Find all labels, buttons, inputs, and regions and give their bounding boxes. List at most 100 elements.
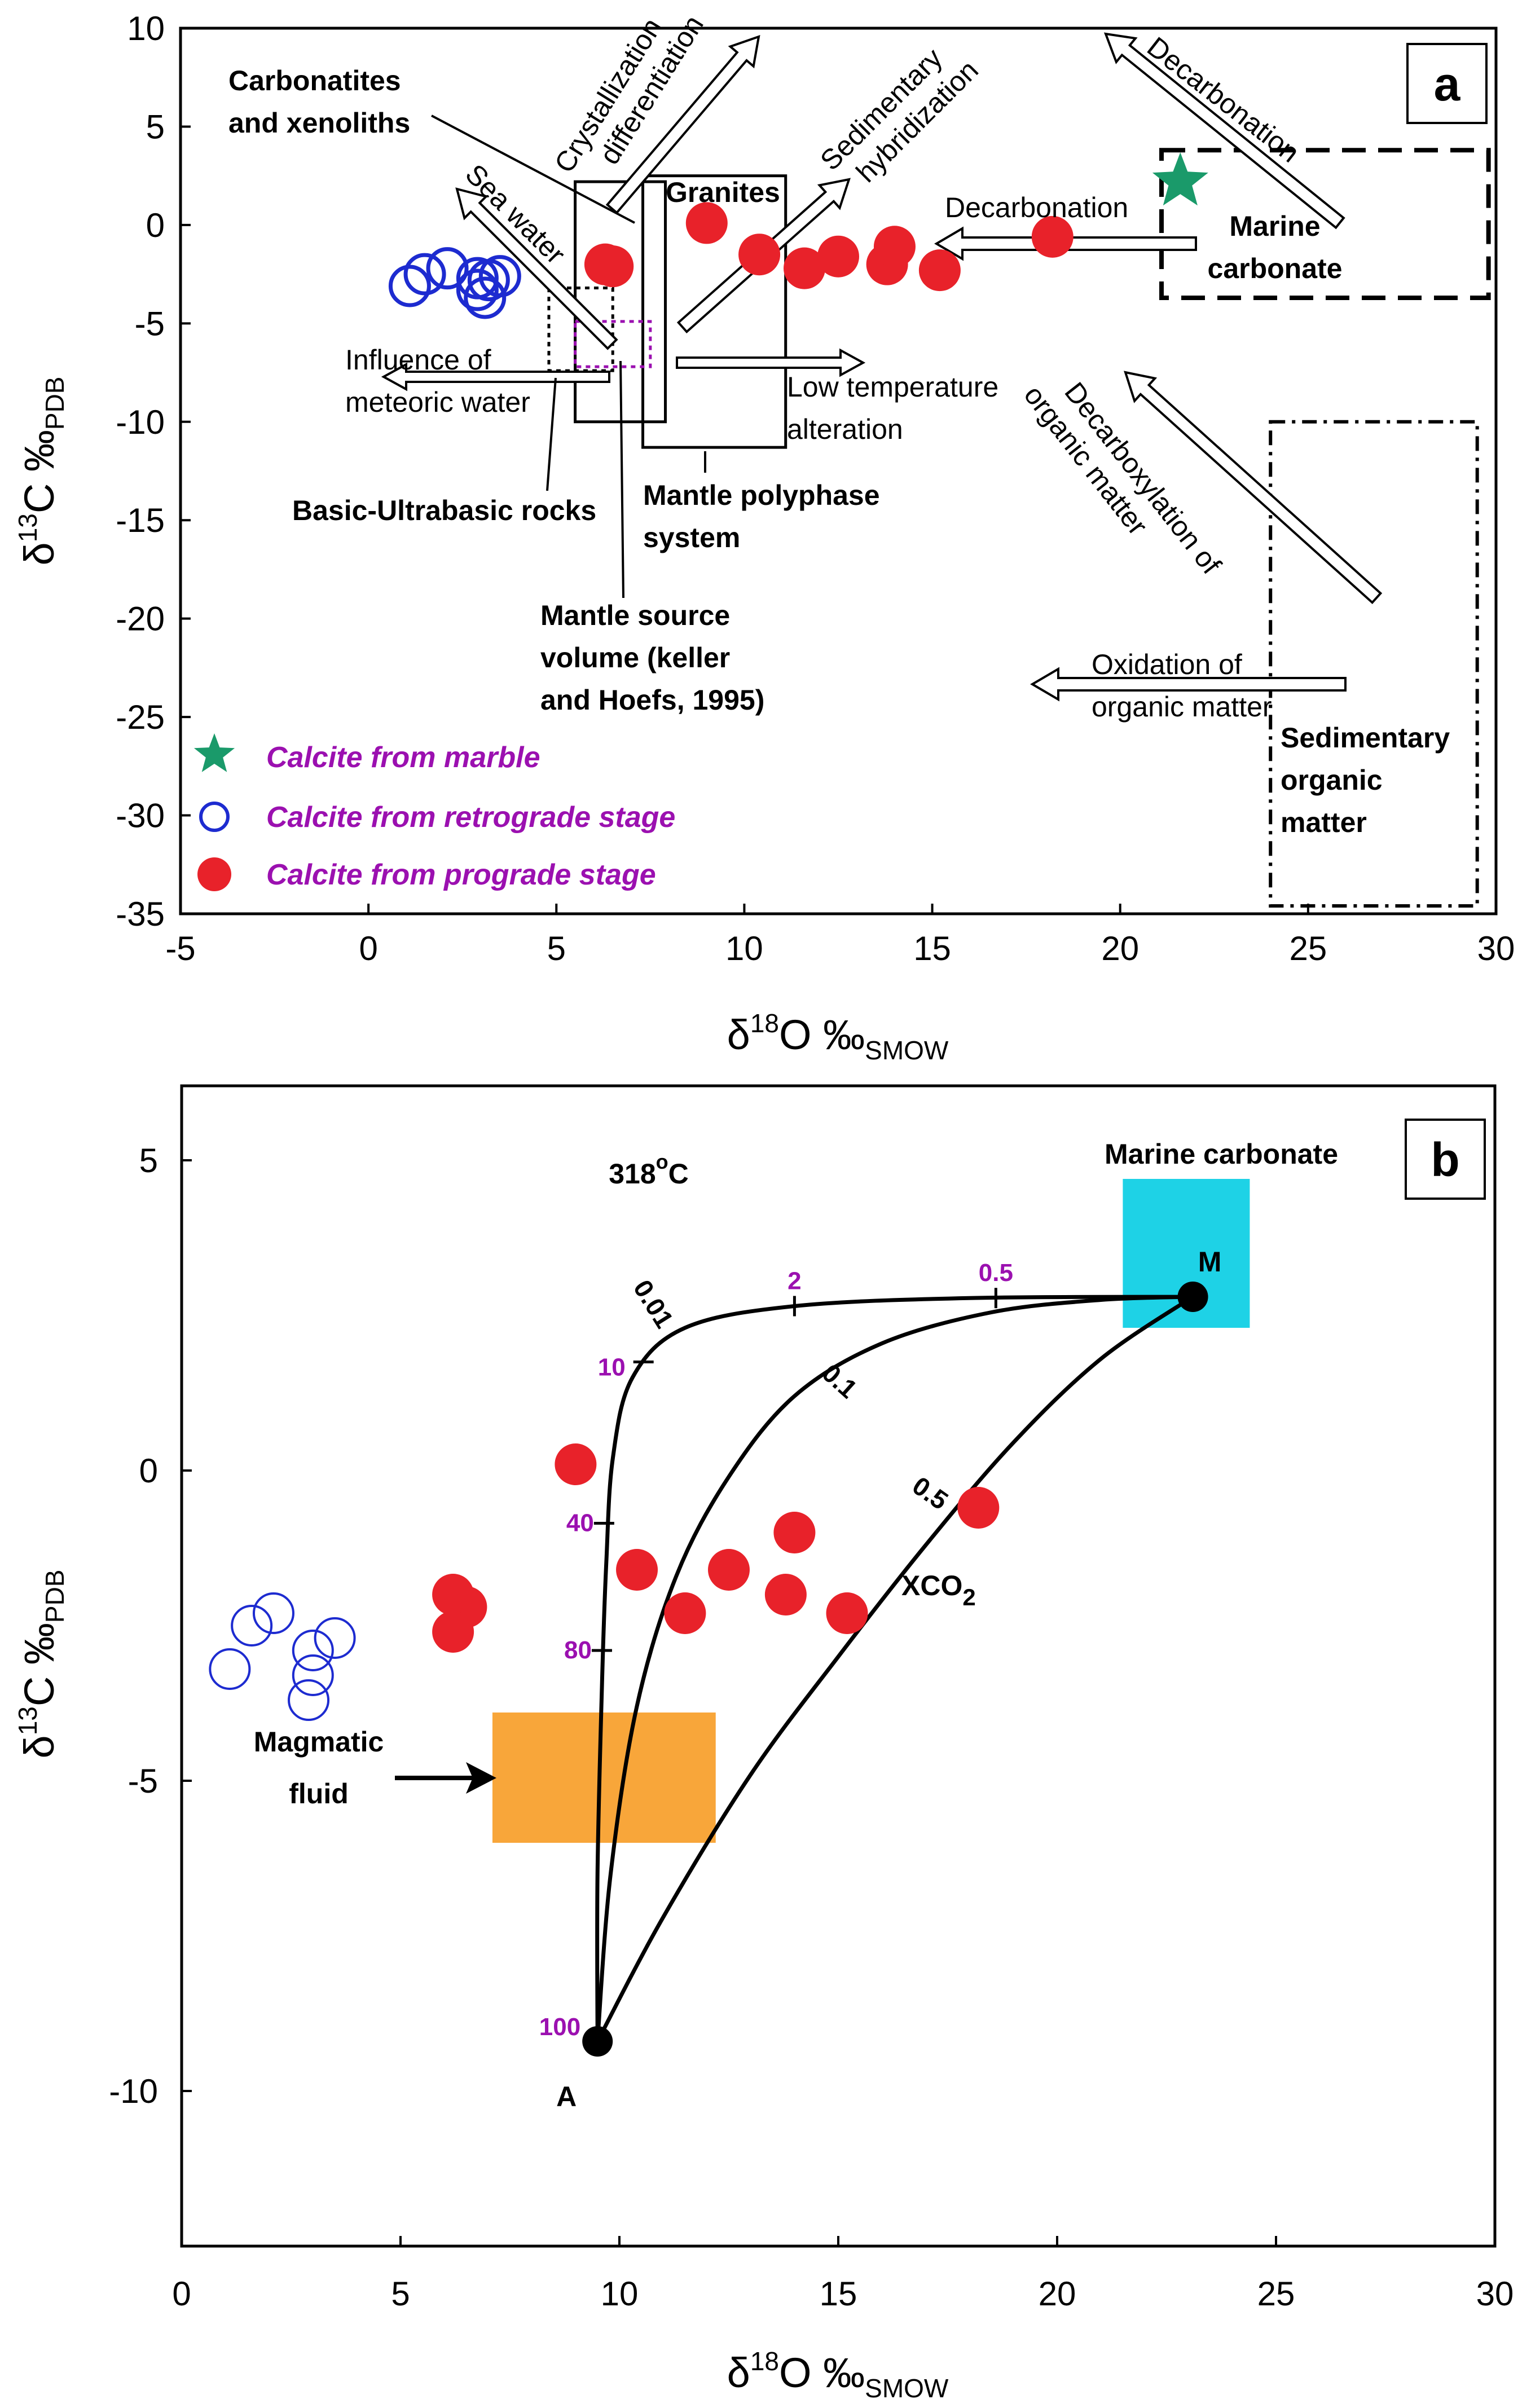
panel-b-prograde-point <box>616 1549 658 1591</box>
legend-star-marker <box>193 733 235 772</box>
temperature-value: 318 <box>609 1158 655 1190</box>
curve-tick-label: 2 <box>788 1267 801 1295</box>
panel-a-x-tick-label: 30 <box>1477 930 1515 967</box>
curve-tick-label: 0.5 <box>979 1259 1013 1287</box>
temperature-unit: C <box>668 1158 689 1190</box>
temperature-degree: o <box>656 1150 668 1173</box>
panel-b-prograde-point <box>432 1611 474 1653</box>
mixing-curve-label: 0.5 <box>907 1471 953 1515</box>
panel-b-x-tick-label: 10 <box>601 2275 639 2313</box>
panel-a-x-tick-label: 10 <box>725 930 763 967</box>
annotation-sedimentary-organic: Sedimentary organic matter <box>1281 722 1450 838</box>
arrow-decarboxylation <box>1124 371 1383 605</box>
panel-b-label-box <box>1405 1119 1486 1200</box>
panel-b-frame <box>180 1084 1497 2248</box>
annotation-carbonatites: Carbonatites and xenoliths <box>228 65 410 139</box>
panel-a-y-tick-label: -35 <box>116 895 165 933</box>
xco2-label: XCO2 <box>901 1570 976 1610</box>
region-mantle-source-inner-box <box>574 320 652 368</box>
panel-b-x-axis-title-sub: SMOW <box>865 2374 949 2403</box>
panel-a-x-axis-title: δ18O ‰SMOW <box>727 1009 949 1065</box>
mixing-curve-0-1 <box>595 1295 1193 2042</box>
panel-a-retrograde-point <box>478 255 521 298</box>
panel-b-endmembers <box>582 1282 1208 2057</box>
annotation-oxidation: Oxidation of organic matter <box>1092 649 1272 723</box>
legend-open-circle-marker <box>199 802 230 832</box>
legend-label-retrograde: Calcite from retrograde stage <box>266 801 675 834</box>
annotation-decarbonation-top: Decarbonation <box>1141 31 1305 169</box>
panel-b-prograde-point <box>708 1549 750 1591</box>
panel-a-plot-area <box>381 32 1491 908</box>
arrow-sea-water <box>455 187 618 350</box>
legend-filled-circle-marker <box>197 857 231 891</box>
mixing-curve-0-5 <box>596 1295 1194 2042</box>
arrow-oxidation <box>1030 667 1347 702</box>
xco2-sub: 2 <box>962 1584 975 1610</box>
panel-a-axes: -5 0 5 10 15 20 25 30 10 5 0 -5 -10 -15 -20 -25 -30 -35 <box>116 10 1515 967</box>
curve-tick-label: 10 <box>598 1354 626 1381</box>
panel-b-x-tick-label: 20 <box>1039 2275 1076 2313</box>
annotation-mantle-polyphase: Mantle polyphase system <box>643 479 880 553</box>
panel-a-y-tick-label: -30 <box>116 797 165 835</box>
panel-a-prograde-point <box>592 245 634 288</box>
arrow-decarbonation-top <box>1103 32 1345 230</box>
panel-a-y-tick-label: 5 <box>146 108 165 146</box>
panel-b-x-tick-label: 30 <box>1476 2275 1514 2313</box>
panel-a-y-axis-title: δ13C ‰PDB <box>13 377 69 566</box>
panel-b-x-axis-title-sup: 18 <box>750 2347 779 2376</box>
panel-b-y-axis-title: δ13C ‰PDB <box>13 1570 69 1759</box>
panel-a-x-tick-label: 15 <box>913 930 951 967</box>
panel-b-x-axis-title: δ18O ‰SMOW <box>727 2347 949 2403</box>
panel-a-retrograde-point <box>456 268 499 311</box>
panel-a-x-tick-label: 0 <box>359 930 377 967</box>
annotation-decarboxylation: Decarboxylation oforganic matter <box>1018 359 1227 601</box>
panel-a-label: a <box>1434 58 1461 111</box>
legend-label-marble: Calcite from marble <box>266 741 540 774</box>
curve-tick-label: 100 <box>539 2013 580 2041</box>
panel-b-y-axis-title-sub: PDB <box>40 1570 69 1623</box>
legend-label-prograde: Calcite from prograde stage <box>266 859 656 891</box>
panel-a-label-box <box>1406 43 1488 124</box>
arrow-low-temperature <box>676 348 866 377</box>
panel-a-y-tick-label: -10 <box>116 403 165 441</box>
panel-b-boxes <box>492 1179 1250 1843</box>
panel-b-x-tick-label: 25 <box>1257 2275 1295 2313</box>
panel-b-x-tick-label: 15 <box>820 2275 857 2313</box>
box-label-marine-carbonate: Marine carbonate <box>1105 1138 1338 1170</box>
panel-a-retrograde-point <box>464 276 507 319</box>
panel-b-label: b <box>1431 1133 1459 1186</box>
panel-a-y-tick-label: -25 <box>116 698 165 736</box>
panel-a-retrograde-point <box>426 247 469 290</box>
panel-b-retrograde-point <box>292 1630 334 1671</box>
panel-b-retrograde-point <box>231 1605 273 1647</box>
panel-a-retrograde-point <box>388 265 431 307</box>
panel-a-y-axis-title-sup: 13 <box>13 513 42 542</box>
panel-a-y-axis-title-delta: δ <box>16 542 63 565</box>
panel-b-temperature: 318oC <box>609 1150 689 1190</box>
panel-b-prograde-point <box>764 1574 807 1615</box>
panel-a-x-tick-label: -5 <box>165 930 195 967</box>
panel-b-y-axis-title-delta: δ <box>16 1735 63 1758</box>
panel-b-axes: 0 5 10 15 20 25 30 5 0 -5 -10 <box>109 1142 1514 2313</box>
annotation-low-temperature: Low temperature alteration <box>787 371 998 445</box>
panel-b-retrograde-point <box>292 1654 334 1696</box>
curve-tick-label: 80 <box>564 1636 592 1664</box>
panel-a-prograde-point <box>918 249 961 292</box>
annotation-influence-meteoric: Influence of meteoric water <box>345 344 530 418</box>
panel-a-x-axis-title-sub: SMOW <box>865 1036 949 1065</box>
panel-a-prograde-point <box>784 247 826 289</box>
endmember-point-m <box>1177 1282 1208 1312</box>
arrow-meteoric-water <box>381 362 610 391</box>
panel-b-prograde-point <box>664 1592 706 1634</box>
panel-a-legend: Calcite from marble Calcite from retrogr… <box>193 733 675 891</box>
panel-a-prograde-point <box>873 226 916 268</box>
panel-a-x-tick-label: 25 <box>1289 930 1327 967</box>
panel-a-x-tick-label: 5 <box>547 930 566 967</box>
endmember-label-a: A <box>556 2081 577 2112</box>
panel-a-y-tick-label: -5 <box>135 305 165 342</box>
panel-b-plot-area <box>209 1179 1250 2057</box>
panel-b-y-tick-label: -10 <box>109 2072 158 2110</box>
panel-a-prograde-point <box>685 202 728 244</box>
annotation-granites: Granites <box>666 177 780 208</box>
